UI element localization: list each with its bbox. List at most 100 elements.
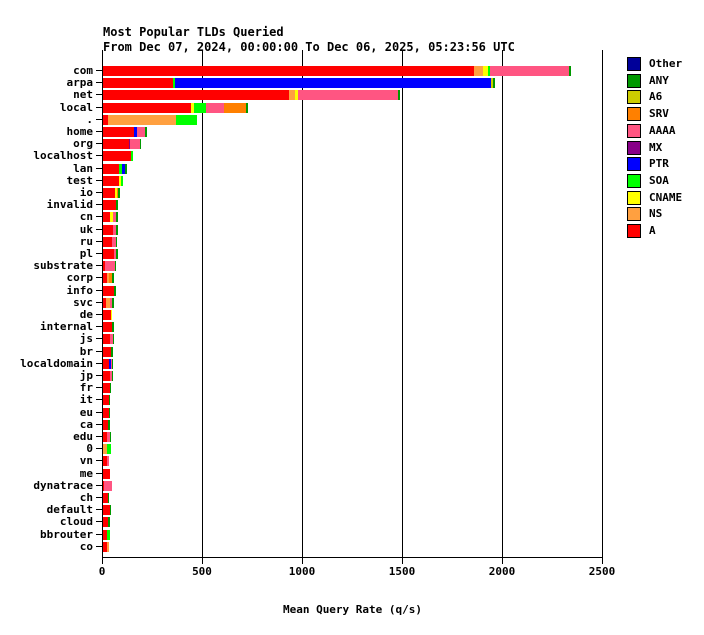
legend-swatch-icon: [627, 157, 641, 172]
y-axis-tick: [96, 350, 102, 352]
bar-segment-MX: [129, 139, 131, 150]
legend-label: ANY: [649, 73, 669, 87]
y-axis-tick: [96, 399, 102, 401]
y-tick-label-internal: internal: [40, 320, 93, 334]
y-tick-label-test: test: [66, 173, 94, 187]
y-axis-tick: [96, 70, 102, 71]
bar-segment-A: [103, 468, 111, 479]
bar-segment-CNAME: [295, 90, 298, 101]
y-axis-tick: [96, 460, 102, 462]
bar-row-local: [103, 102, 248, 113]
y-axis-tick: [96, 228, 102, 230]
bar-row-br: [103, 346, 113, 357]
bar-segment-A6: [491, 78, 493, 89]
bar-row-localdomain: [103, 358, 113, 369]
x-gridline: [202, 56, 203, 557]
bar-row-vn: [103, 456, 109, 467]
y-tick-label-cloud: cloud: [59, 515, 93, 529]
bar-row-bbrouter: [103, 529, 110, 540]
y-axis-tick: [96, 82, 102, 84]
bar-segment-A: [103, 285, 115, 296]
bar-segment-A: [103, 529, 107, 540]
bar-segment-AAAA: [109, 371, 112, 381]
y-tick-label-substrate: substrate: [33, 259, 93, 273]
bar-segment-A: [103, 358, 109, 369]
bar-segment-SRV: [224, 102, 246, 113]
x-axis-bottom-tick: [502, 558, 503, 564]
bar-segment-ANY: [110, 432, 111, 442]
y-axis-tick: [96, 387, 102, 389]
x-gridline: [502, 56, 503, 557]
legend-label: NS: [649, 207, 663, 221]
legend-label: CNAME: [649, 190, 683, 204]
y-tick-label-default: default: [46, 503, 93, 517]
bar-segment-A: [103, 395, 109, 406]
bar-segment-A: [103, 493, 108, 503]
x-tick-label: 1500: [388, 565, 416, 578]
bar-segment-ANY: [117, 188, 120, 198]
bar-segment-ANY: [115, 236, 118, 247]
bar-row-cn: [103, 212, 118, 223]
bar-segment-A: [103, 346, 111, 357]
bar-segment-A: [103, 224, 113, 235]
y-axis-tick: [96, 240, 102, 242]
y-axis-tick: [96, 338, 102, 340]
y-axis-tick: [96, 484, 102, 486]
bar-segment-AAAA: [104, 480, 112, 491]
bar-segment-AAAA: [137, 127, 145, 137]
x-tick-label: 500: [192, 565, 212, 578]
bar-row-ch: [103, 493, 109, 503]
bar-segment-ANY: [246, 102, 248, 113]
bar-row-eu: [103, 407, 111, 418]
x-tick-label: 2500: [588, 565, 616, 578]
bar-row-.: [103, 114, 197, 125]
y-tick-label-de: de: [79, 308, 93, 321]
bar-segment-ANY: [116, 200, 119, 211]
bar-segment-NS: [289, 90, 295, 101]
bar-segment-A: [103, 114, 108, 125]
bar-segment-NS: [103, 444, 107, 455]
bar-segment-A: [103, 200, 117, 211]
bar-segment-SOA: [194, 102, 206, 113]
y-tick-label-it: it: [79, 393, 93, 407]
y-axis-tick: [96, 131, 102, 132]
bar-segment-SOA: [131, 151, 133, 162]
y-tick-label-edu: edu: [73, 430, 93, 443]
bar-row-ru: [103, 236, 118, 247]
bar-segment-ANY: [112, 358, 113, 369]
bar-segment-A: [103, 432, 107, 442]
y-tick-label-home: home: [66, 125, 94, 138]
y-tick-label-.: .: [86, 112, 93, 126]
x-axis-top-tick: [302, 50, 303, 56]
bar-segment-ANY: [145, 127, 147, 137]
bar-row-svc: [103, 297, 114, 308]
bar-segment-A: [103, 273, 107, 284]
bar-segment-ANY: [111, 371, 113, 381]
y-tick-label-pl: pl: [79, 247, 93, 260]
legend-swatch-icon: [627, 123, 641, 138]
y-tick-label-net: net: [73, 88, 93, 102]
y-axis-tick: [96, 362, 102, 364]
bar-row-internal: [103, 322, 115, 333]
bar-row-co: [103, 541, 109, 552]
bar-segment-ANY: [111, 322, 115, 333]
x-axis-bottom-tick: [602, 558, 603, 564]
bar-row-uk: [103, 224, 118, 235]
bar-segment-CNAME: [115, 188, 117, 198]
y-tick-label-local: local: [59, 100, 93, 114]
legend-label: Other: [649, 57, 683, 70]
bar-segment-A: [103, 151, 131, 162]
y-tick-label-co: co: [79, 539, 93, 553]
bar-segment-CNAME: [119, 175, 121, 186]
bar-segment-AAAA: [110, 334, 113, 345]
y-tick-label-0: 0: [86, 442, 93, 456]
x-tick-label: 2000: [488, 565, 516, 578]
x-axis-title: Mean Query Rate (q/s): [282, 603, 423, 616]
y-axis-tick: [96, 289, 102, 291]
x-axis-top-tick: [502, 50, 503, 56]
y-tick-label-ru: ru: [79, 234, 93, 248]
bar-segment-A: [103, 212, 110, 223]
bar-segment-PTR: [134, 127, 137, 137]
y-axis-tick: [96, 545, 102, 547]
y-tick-label-fr: fr: [79, 381, 93, 395]
